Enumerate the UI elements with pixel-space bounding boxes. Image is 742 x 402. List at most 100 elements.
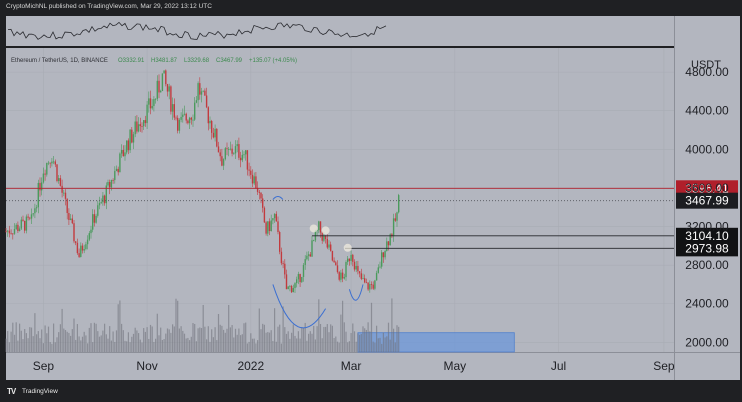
- volume-bar: [183, 333, 186, 352]
- volume-bar: [87, 343, 89, 352]
- candle-body: [202, 90, 204, 92]
- volume-bar: [231, 325, 233, 352]
- volume-bar: [177, 300, 179, 352]
- volume-bar: [270, 330, 272, 352]
- volume-bar: [95, 323, 97, 352]
- volume-bar: [369, 331, 371, 352]
- candle-body: [190, 117, 192, 120]
- volume-bar: [166, 328, 169, 352]
- candle-body: [107, 182, 109, 186]
- candle-body: [355, 265, 357, 270]
- volume-bar: [370, 302, 373, 352]
- candle-body: [64, 192, 67, 199]
- volume-bar: [197, 328, 199, 352]
- candle-body: [270, 220, 272, 232]
- volume-bar: [292, 324, 294, 352]
- volume-bar: [131, 336, 133, 352]
- candle-body: [251, 174, 254, 184]
- volume-bar: [314, 339, 316, 352]
- candle-body: [15, 224, 17, 230]
- candle-body: [81, 245, 84, 251]
- volume-bar: [229, 327, 231, 352]
- volume-bar: [134, 327, 136, 352]
- volume-bar: [124, 340, 126, 352]
- candle-body: [382, 252, 385, 258]
- candle-body: [68, 213, 70, 220]
- candle-body: [229, 148, 232, 150]
- volume-bar: [302, 327, 305, 352]
- handle-arc: [348, 284, 364, 301]
- candle-body: [71, 218, 73, 224]
- candle-body: [228, 149, 230, 150]
- volume-bar: [294, 335, 296, 352]
- volume-bar: [37, 331, 39, 352]
- candle-body: [63, 192, 65, 194]
- candle-body: [171, 104, 174, 112]
- volume-bar: [7, 331, 9, 352]
- candle-body: [146, 104, 148, 124]
- candle-body: [268, 221, 271, 232]
- candle-body: [290, 285, 293, 293]
- volume-bar: [53, 323, 55, 352]
- volume-bar: [398, 326, 400, 352]
- candle-body: [358, 271, 361, 274]
- volume-bar: [343, 322, 345, 352]
- candle-body: [98, 203, 101, 206]
- volume-bar: [76, 324, 78, 352]
- y-tick-label: 3200.00: [685, 220, 729, 234]
- volume-bar: [39, 338, 41, 352]
- volume-bar: [187, 337, 189, 352]
- candle-body: [126, 140, 128, 153]
- candle-body: [226, 148, 228, 150]
- volume-bar: [299, 338, 301, 352]
- candle-body: [287, 286, 289, 290]
- volume-bar: [51, 343, 53, 352]
- volume-bar: [41, 329, 43, 352]
- ohlc-change: +135.07 (+4.05%): [249, 58, 297, 64]
- candle-body: [168, 86, 170, 92]
- candle-body: [219, 152, 221, 157]
- candle-body: [265, 222, 267, 234]
- candle-body: [22, 219, 24, 221]
- candle-body: [241, 154, 243, 161]
- candle-body: [76, 242, 79, 254]
- volume-bar: [180, 326, 182, 352]
- volume-bar: [316, 326, 318, 352]
- candle-body: [75, 241, 77, 243]
- volume-bar: [29, 327, 31, 352]
- candle-body: [245, 150, 247, 155]
- candle-body: [216, 128, 218, 147]
- x-tick-label: May: [443, 359, 466, 373]
- volume-bar: [285, 333, 288, 352]
- level-label: 2973.98: [685, 241, 729, 255]
- candle-body: [144, 120, 147, 124]
- volume-bar: [287, 331, 289, 352]
- volume-bar: [136, 330, 138, 352]
- candle-body: [275, 213, 277, 222]
- publisher-caption: CryptoMichNL published on TradingView.co…: [0, 0, 742, 14]
- candle-body: [372, 284, 374, 289]
- volume-bar: [100, 335, 102, 352]
- volume-bar: [98, 336, 101, 352]
- volume-bar: [61, 308, 63, 352]
- candle-body: [326, 238, 328, 248]
- volume-bar: [42, 343, 44, 352]
- volume-bar: [263, 324, 265, 352]
- volume-bar: [243, 323, 245, 352]
- candle-body: [197, 83, 199, 101]
- volume-bar: [289, 338, 291, 352]
- volume-bar: [394, 342, 396, 352]
- volume-bar: [214, 327, 216, 352]
- volume-bar: [330, 324, 332, 352]
- candle-body: [12, 233, 14, 235]
- volume-bar: [194, 323, 196, 352]
- y-tick-label: 4400.00: [685, 104, 729, 118]
- candle-body: [307, 254, 310, 256]
- swing-high-marker: [343, 243, 352, 252]
- candle-body: [336, 265, 339, 273]
- volume-bar: [5, 338, 7, 352]
- candle-body: [263, 207, 266, 223]
- volume-bar: [58, 332, 60, 352]
